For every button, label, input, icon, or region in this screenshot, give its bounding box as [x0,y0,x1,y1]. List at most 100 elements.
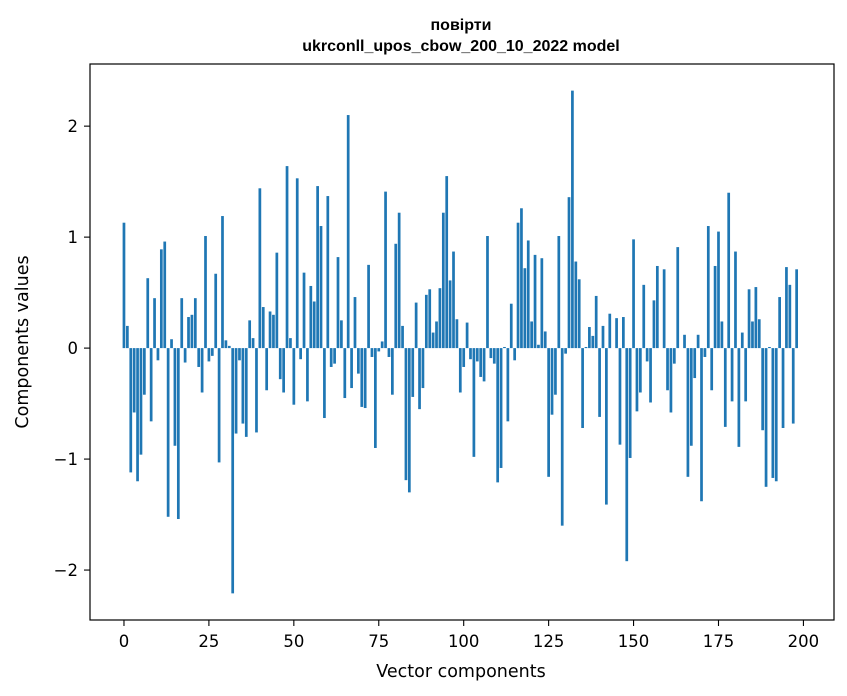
bar [292,348,296,405]
bar [543,331,547,349]
chart-subtitle: ukrconll_upos_cbow_200_10_2022 model [302,38,619,55]
bar [557,236,561,349]
y-axis-label: Components values [13,255,33,428]
bar [723,348,727,427]
bar [401,325,404,349]
bar [360,348,364,407]
bar [190,314,194,349]
bar [163,241,167,349]
bar [757,319,761,349]
bar [608,313,612,349]
bar [221,216,224,349]
bar [567,197,571,349]
bar [700,348,703,502]
bar [336,257,340,349]
bar [200,348,204,393]
bar [255,348,258,433]
bar [278,348,282,380]
bar [367,264,370,349]
bar [170,339,173,349]
bar [530,321,533,349]
bar [734,251,737,349]
bar [516,222,520,349]
x-tick-label: 125 [533,632,565,651]
bar [149,348,153,422]
bar [618,348,622,445]
bar [469,348,472,360]
bar [628,348,632,458]
bar [768,346,771,349]
bar [720,321,724,349]
bar [706,226,710,349]
bar [180,298,184,349]
bar [312,301,316,349]
bar [533,254,537,349]
bar-series [122,90,798,594]
bar [547,348,550,477]
bar [224,340,228,349]
bar [632,239,635,349]
bar [227,345,231,349]
y-tick-label: 1 [68,228,79,247]
bar [458,348,462,393]
chart-title: повірти [431,17,492,34]
bar [676,247,680,349]
bar [248,320,252,349]
bar [672,348,676,364]
bar [122,222,126,349]
bar [520,208,523,349]
bar [333,348,336,364]
bar [666,348,669,391]
bar [319,226,323,349]
x-axis-ticks: 0 25 50 75 100 125 150 175 200 [119,620,819,651]
bar [343,348,347,399]
bar [448,280,452,349]
bar [404,348,408,481]
bar [571,90,574,349]
bar [686,348,690,477]
bar [496,348,500,483]
bar [309,285,313,349]
x-tick-label: 0 [119,632,130,651]
bar [693,348,697,379]
bar [717,231,720,349]
bar [472,348,476,457]
y-tick-label: 0 [68,339,79,358]
bar [710,348,714,391]
bar [421,348,425,389]
bar [143,348,146,395]
y-tick-label: 2 [68,117,79,136]
bar [588,327,591,349]
bar [285,166,289,349]
bar [231,348,235,594]
bar [795,269,798,349]
bar [424,294,428,349]
bar [207,348,211,362]
bar [540,258,544,349]
x-tick-label: 25 [198,632,219,651]
bar [489,348,493,359]
bar [153,298,156,349]
bar [428,289,432,349]
bar [272,314,275,349]
x-tick-label: 75 [368,632,389,651]
bar [166,348,170,517]
bar [751,321,754,349]
bar [778,297,781,349]
bar [350,348,353,389]
bar [554,348,557,395]
bar [791,348,795,424]
bar [438,288,442,349]
bar [683,334,686,349]
bar [513,348,517,361]
plot-frame [89,63,835,621]
bar [754,287,758,349]
bar [526,240,530,349]
bar [176,348,180,520]
bar [605,348,608,505]
bar [159,249,163,349]
bar [598,348,601,417]
bar [492,348,496,364]
bar [601,325,605,349]
bar [306,348,309,402]
